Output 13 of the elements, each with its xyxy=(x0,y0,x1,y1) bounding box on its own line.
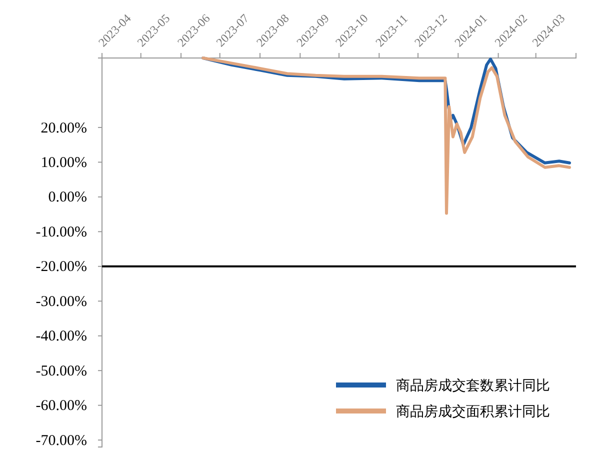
line-series xyxy=(202,56,572,215)
y-tick-label: -10.00% xyxy=(36,224,87,240)
y-tick-label: -70.00% xyxy=(36,432,87,449)
y-tick-label: -20.00% xyxy=(36,259,87,276)
y-tick-label: -60.00% xyxy=(36,398,87,414)
y-tick-label: -40.00% xyxy=(36,328,87,345)
y-tick-label: -30.00% xyxy=(36,294,87,310)
y-tick-label: 10.00% xyxy=(40,154,87,171)
legend-label: 商品房成交套数累计同比 xyxy=(396,378,550,394)
y-tick-label: 20.00% xyxy=(40,120,87,136)
y-tick-label: -50.00% xyxy=(36,363,87,380)
legend-label: 商品房成交面积累计同比 xyxy=(396,404,550,420)
y-tick-label: 0.00% xyxy=(48,190,87,206)
